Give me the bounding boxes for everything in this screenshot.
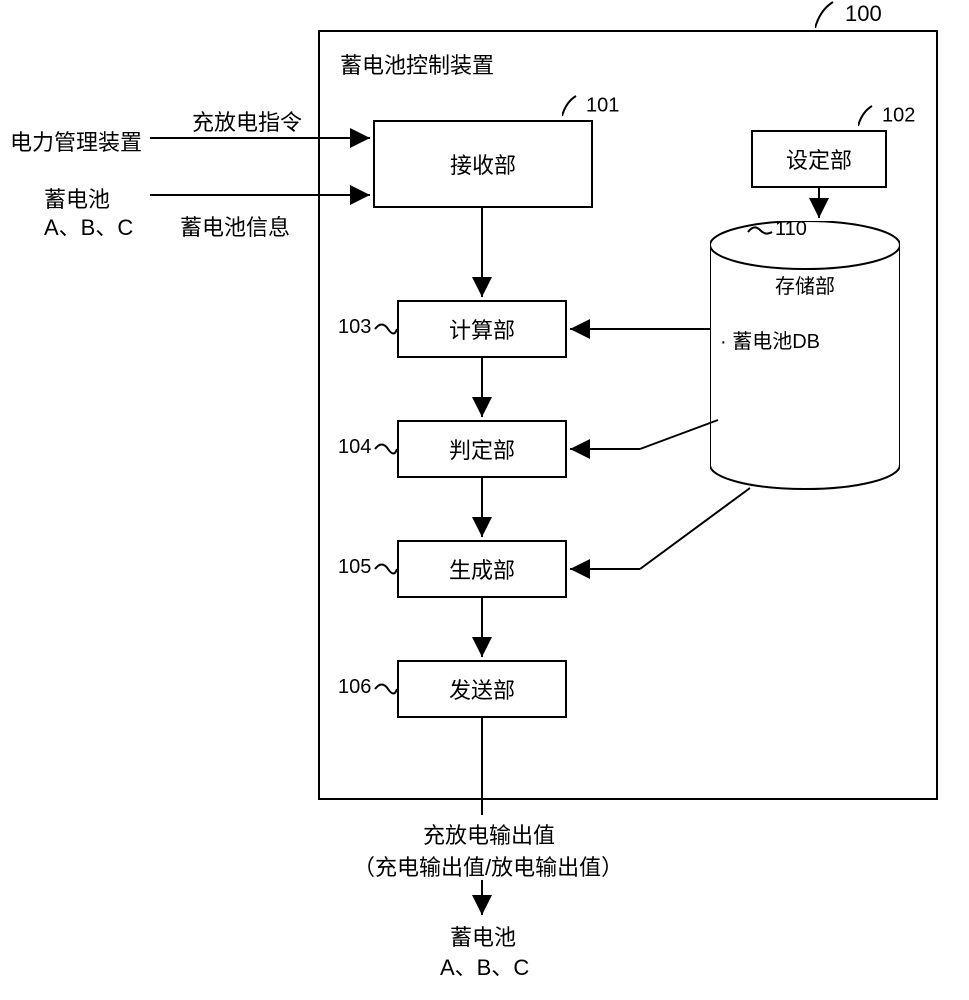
input-source-2-line2: A、B、C [44,210,133,242]
input-arrow-2-label: 蓄电池信息 [180,210,290,242]
block-106-id: 106 [338,676,371,699]
block-102: 设定部 [751,130,887,188]
storage-cylinder [710,221,900,506]
block-104-label: 判定部 [449,433,515,465]
output-dest-line1: 蓄电池 [450,920,516,952]
storage-id: 110 [775,218,807,241]
container-title: 蓄电池控制装置 [340,48,494,80]
output-dest-line2: A、B、C [440,950,529,982]
block-105-id: 105 [338,556,371,579]
block-103-id: 103 [338,316,371,339]
block-104: 判定部 [397,420,567,478]
block-104-id: 104 [338,436,371,459]
output-line2: （充电输出值/放电输出值） [353,850,623,882]
block-103-label: 计算部 [449,313,515,345]
block-106-label: 发送部 [449,673,515,705]
block-101-label: 接收部 [450,148,516,180]
block-105: 生成部 [397,540,567,598]
block-106: 发送部 [397,660,567,718]
block-102-label: 设定部 [786,143,852,175]
storage-title: 存储部 [775,270,835,299]
output-line1: 充放电输出值 [423,818,555,850]
block-105-label: 生成部 [449,553,515,585]
container-id-label: 100 [815,0,882,30]
input-arrow-1-label: 充放电指令 [192,105,302,137]
block-103: 计算部 [397,300,567,358]
diagram-canvas: 蓄电池控制装置 100 电力管理装置 充放电指令 蓄电池 A、B、C 蓄电池信息… [0,0,969,1000]
input-source-1: 电力管理装置 [10,125,142,157]
block-102-id: 102 [858,104,915,128]
block-101: 接收部 [373,120,593,208]
block-101-id: 101 [562,94,619,118]
storage-bullet: · 蓄电池DB [720,325,820,354]
